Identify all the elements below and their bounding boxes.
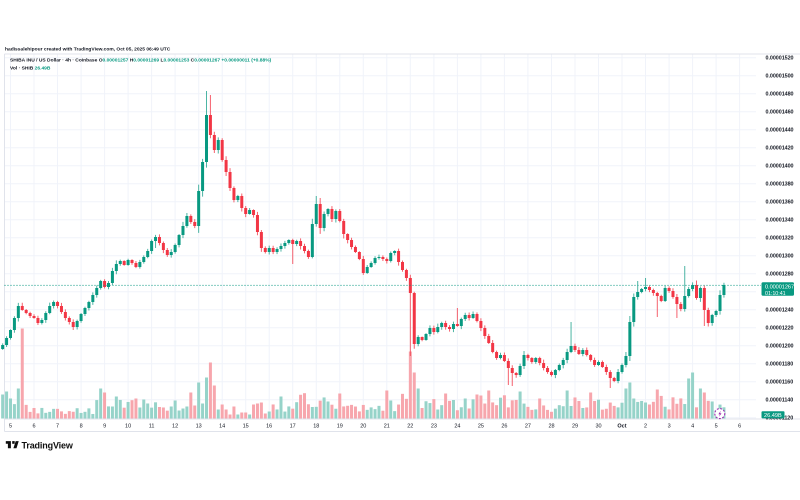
svg-text:24: 24: [454, 424, 460, 430]
svg-text:25: 25: [478, 424, 484, 430]
svg-text:18: 18: [313, 424, 319, 430]
svg-text:16: 16: [266, 424, 272, 430]
svg-text:10: 10: [125, 424, 131, 430]
svg-text:0.00001460: 0.00001460: [766, 110, 794, 116]
svg-text:29: 29: [572, 424, 578, 430]
svg-text:30: 30: [595, 424, 601, 430]
svg-text:0.00001140: 0.00001140: [766, 398, 794, 404]
svg-text:2: 2: [644, 424, 647, 430]
svg-text:0.00001280: 0.00001280: [766, 272, 794, 278]
svg-text:0.00001200: 0.00001200: [766, 344, 794, 350]
svg-text:0.00001400: 0.00001400: [766, 164, 794, 170]
svg-text:6: 6: [738, 424, 741, 430]
svg-text:3: 3: [668, 424, 671, 430]
svg-text:7: 7: [56, 424, 59, 430]
svg-text:Vol · SHIB 26.49B: Vol · SHIB 26.49B: [10, 66, 51, 72]
svg-text:TradingView: TradingView: [22, 441, 74, 451]
svg-text:0.00001160: 0.00001160: [766, 380, 794, 386]
svg-text:27: 27: [525, 424, 531, 430]
svg-text:5: 5: [715, 424, 718, 430]
svg-text:9: 9: [103, 424, 106, 430]
svg-text:0.00001440: 0.00001440: [766, 128, 794, 134]
svg-text:hadissalehipour created with T: hadissalehipour created with TradingView…: [5, 47, 171, 53]
svg-text:0.00001380: 0.00001380: [766, 182, 794, 188]
svg-text:0.00001480: 0.00001480: [766, 92, 794, 98]
svg-text:01:10:41: 01:10:41: [765, 291, 786, 297]
svg-text:0.00001267: 0.00001267: [765, 285, 794, 291]
svg-text:26: 26: [501, 424, 507, 430]
svg-text:12: 12: [172, 424, 178, 430]
svg-text:0.00001520: 0.00001520: [766, 56, 794, 62]
svg-text:15: 15: [243, 424, 249, 430]
svg-text:6: 6: [32, 424, 35, 430]
svg-text:21: 21: [384, 424, 390, 430]
svg-text:23: 23: [431, 424, 437, 430]
svg-text:19: 19: [337, 424, 343, 430]
svg-text:0.00001500: 0.00001500: [766, 74, 794, 80]
svg-text:22: 22: [407, 424, 413, 430]
svg-text:SHIBA INU / US Dollar · 4h · C: SHIBA INU / US Dollar · 4h · Coinbase O0…: [10, 58, 272, 64]
svg-text:0.00001180: 0.00001180: [766, 362, 794, 368]
svg-text:0.00001340: 0.00001340: [766, 218, 794, 224]
svg-text:5: 5: [9, 424, 12, 430]
svg-text:26.49B: 26.49B: [764, 413, 782, 419]
svg-text:4: 4: [691, 424, 694, 430]
svg-text:11: 11: [149, 424, 155, 430]
svg-text:0.00001300: 0.00001300: [766, 254, 794, 260]
svg-text:0.00001240: 0.00001240: [766, 308, 794, 314]
svg-text:8: 8: [80, 424, 83, 430]
svg-text:0.00001360: 0.00001360: [766, 200, 794, 206]
svg-text:28: 28: [548, 424, 554, 430]
svg-text:20: 20: [360, 424, 366, 430]
svg-text:13: 13: [196, 424, 202, 430]
svg-text:0.00001120: 0.00001120: [766, 416, 794, 422]
svg-text:0.00001420: 0.00001420: [766, 146, 794, 152]
svg-text:0.00001320: 0.00001320: [766, 236, 794, 242]
svg-text:0.00001220: 0.00001220: [766, 326, 794, 332]
svg-text:Oct: Oct: [617, 424, 626, 430]
svg-text:17: 17: [290, 424, 296, 430]
svg-text:14: 14: [219, 424, 225, 430]
